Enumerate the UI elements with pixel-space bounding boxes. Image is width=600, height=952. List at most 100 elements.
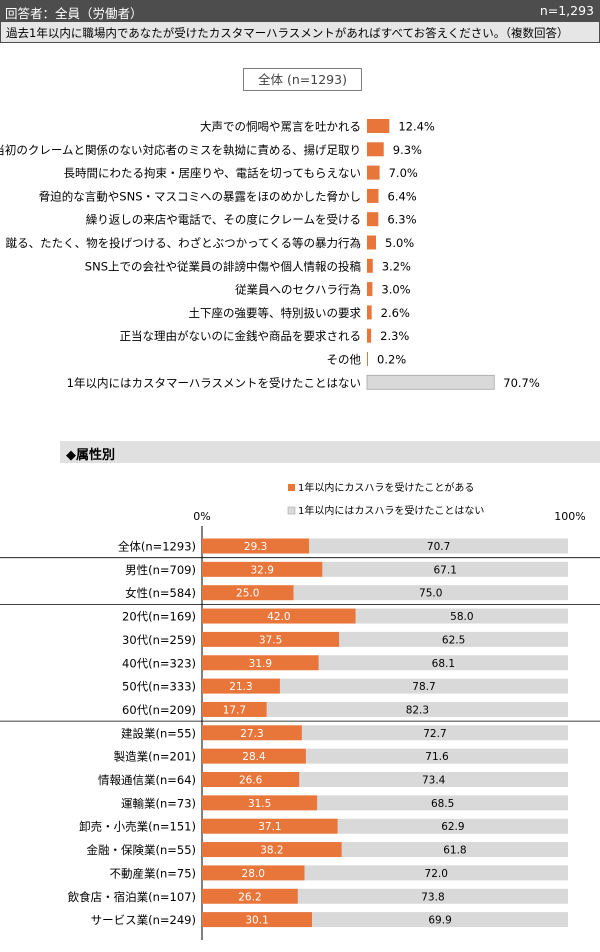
bar-segment-yes [202,655,319,671]
category-label: 60代(n=209) [122,703,196,717]
bar-segment-no [341,842,568,858]
bar [367,119,390,133]
data-label: 69.9 [428,915,451,927]
bar [367,188,379,203]
bar-segment-no [337,818,568,834]
data-label: 25.0 [236,588,259,600]
bar-segment-no [304,865,568,881]
category-label: 建設業(n=55) [121,726,196,740]
bar-segment-yes [202,842,342,858]
value-label: 2.3% [380,329,409,343]
data-label: 78.7 [412,681,435,693]
data-label: 68.1 [432,658,455,670]
data-label: 26.2 [238,891,261,903]
category-label: 当初のクレームと関係のない対応者のミスを執拗に責める、揚げ足取り [0,143,361,157]
bar-segment-yes [202,585,294,601]
value-label: 5.0% [385,236,414,250]
bar-segment-yes [202,772,300,787]
bar [367,142,384,157]
data-label: 28.4 [242,751,266,763]
bar-segment-no [279,678,568,694]
bar-segment-yes [202,631,340,647]
total-label: 全体 (n=1293) [243,68,362,91]
bar-segment-yes [202,701,267,717]
category-label: 大声での恫喝や罵言を吐かれる [200,120,361,134]
bar-segment-no [301,725,568,741]
category-label: 50代(n=333) [122,680,196,694]
data-label: 17.7 [223,704,246,716]
category-label: 飲食店・宿泊業(n=107) [68,890,196,904]
data-label: 71.6 [425,751,449,763]
bar-segment-yes [202,888,298,904]
value-label: 3.2% [382,259,411,273]
value-label: 9.3% [393,143,422,157]
value-label: 12.4% [398,120,435,134]
data-label: 73.8 [421,891,444,903]
bar [367,165,380,180]
data-label: 70.7 [427,541,450,553]
data-label: 58.0 [450,611,473,623]
bar-segment-no [317,795,568,811]
category-label: 殴る、蹴る、たたく、物を投げつける、わざとぶつかってくる等の暴力行為 [0,236,361,250]
category-label: 40代(n=323) [122,656,196,670]
value-label: 6.3% [387,213,416,227]
category-label: 1年以内にはカスタマーハラスメントを受けたことはない [67,376,361,390]
category-label: 正当な理由がないのに金銭や商品を要求される [120,329,362,343]
value-label: 70.7% [503,376,540,390]
data-label: 62.9 [441,821,464,833]
bar [367,258,373,273]
axis-tick-label: 100% [554,510,585,523]
bar-segment-no [299,772,568,787]
category-label: 全体(n=1293) [118,540,196,554]
category-label: その他 [327,353,362,367]
bar-segment-yes [202,748,306,764]
data-label: 67.1 [434,564,457,576]
bar [367,305,372,320]
category-label: サービス業(n=249) [91,913,196,927]
data-label: 38.2 [260,845,283,857]
category-label: 運輸業(n=73) [121,796,196,810]
data-label: 75.0 [419,588,442,600]
legend-swatch [288,484,295,491]
axis-tick-label: 0% [193,510,210,523]
category-label: 卸売・小売業(n=151) [79,820,196,834]
data-label: 27.3 [240,728,263,740]
category-label: 女性(n=584) [125,586,196,600]
data-label: 73.4 [422,775,446,787]
category-label: 従業員へのセクハラ行為 [235,283,361,297]
bar-segment-no [318,655,568,671]
legend-swatch [287,506,296,515]
data-label: 61.8 [443,845,466,857]
bar-segment-no [266,701,568,717]
bar-segment-no [322,561,568,577]
bar [367,282,373,297]
bar-segment-no [305,748,568,764]
bar-segment-no [312,912,568,928]
data-label: 42.0 [267,611,290,623]
bar-segment-no [297,888,568,904]
bar [367,235,376,250]
category-label: 製造業(n=201) [114,750,196,764]
data-label: 29.3 [244,541,267,553]
data-label: 26.6 [239,775,263,787]
section-title: ◆属性別 [66,448,115,463]
category-label: 情報通信業(n=64) [98,773,196,787]
category-label: 脅迫的な言動やSNS・マスコミへの暴露をほのめかした脅かし [39,189,361,203]
category-label: SNS上での会社や従業員の誹謗中傷や個人情報の投稿 [85,259,361,273]
respondents-label: 回答者：全員（労働者） [5,6,143,21]
bar [367,352,368,366]
data-label: 37.5 [259,634,282,646]
bar-segment-yes [202,725,302,741]
data-label: 68.5 [431,798,454,810]
bar-segment-yes [202,538,310,554]
value-label: 6.4% [388,189,417,203]
bar-segment-no [355,608,568,624]
data-label: 82.3 [406,704,429,716]
data-label: 32.9 [251,564,274,576]
category-label: 男性(n=709) [125,563,196,577]
data-label: 62.5 [442,634,465,646]
bar [367,328,372,343]
data-label: 37.1 [258,821,281,833]
category-label: 繰り返しの来店や電話で、その度にクレームを受ける [86,213,361,227]
data-label: 72.0 [425,868,448,880]
